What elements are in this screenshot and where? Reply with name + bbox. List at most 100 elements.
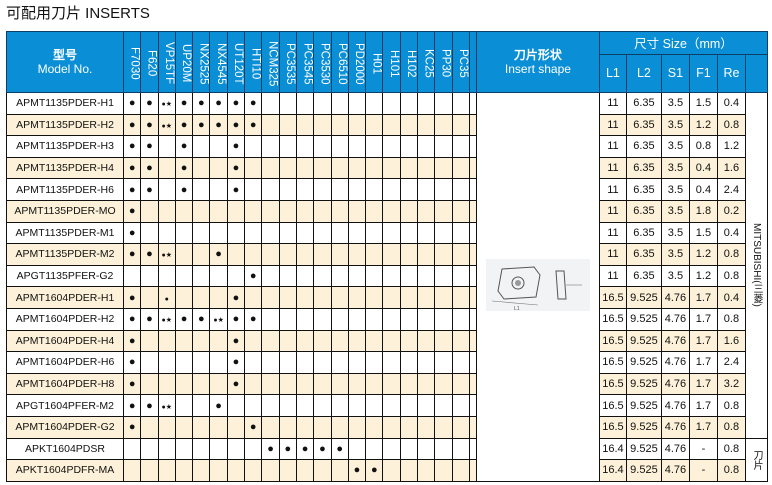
grade-mark-cell [451,135,470,158]
grade-mark-cell [174,286,194,309]
grade-mark-cell [382,92,401,115]
grade-header: PC3545 [295,31,315,93]
table-row: APKT1604PDSR ● ● ● ● ● 16.4 9.525 4.76-0.8 刀片 [6,437,769,482]
grade-mark-cell [434,372,453,396]
grade-mark-cell: ● [192,307,211,331]
grade-mark-cell: ● [122,351,142,374]
grade-mark-cell [330,221,349,245]
dimension-cell: 2.4 [716,351,746,374]
grade-mark-cell [261,221,280,245]
grade-mark-cell: ● [174,113,194,137]
grade-mark-cell [140,459,159,482]
grade-mark-cell [347,286,367,309]
grade-mark-cell: ● [122,221,142,245]
dimension-cell: 6.35 [625,135,662,158]
grade-header: PC6510 [330,31,349,93]
grade-mark-cell [347,135,367,158]
dimension-cell: 0.8 [716,264,746,288]
grade-mark-cell [226,459,246,482]
grade-mark-cell [192,372,211,396]
grade-mark-cell [244,243,263,266]
dimension-cell: 0.8 [716,394,746,417]
grade-mark-cell: ● [244,113,263,137]
grade-mark-cell [451,199,470,223]
grade-mark-cell [382,286,401,309]
grade-mark-cell [382,351,401,374]
grade-mark-cell [399,264,419,288]
grade-mark-cell [174,199,194,223]
grade-mark-cell [330,199,349,223]
grade-mark-cell [347,437,367,461]
grade-mark-cell [209,372,228,396]
dimension-cell: 0.4 [688,178,718,201]
grade-mark-cell [278,264,297,288]
grade-mark-cell [192,437,211,461]
dimension-cell: 11 [598,178,627,201]
grade-mark-cell [434,459,453,482]
dimension-cell: 1.2 [688,264,718,288]
grade-mark-cell [192,329,211,353]
grade-mark-cell [313,199,332,223]
grade-mark-cell [295,264,315,288]
dimension-cell: 9.525 [625,394,662,417]
grade-mark-cell [157,178,176,201]
dimension-cell: 0.8 [716,307,746,331]
dimension-cell: 4.76 [660,394,690,417]
dimension-cell: 0.8 [716,415,746,439]
dimension-cell: 3.5 [660,264,690,288]
grade-mark-cell [451,351,470,374]
grade-mark-cell [399,199,419,223]
grade-mark-cell [313,92,332,115]
table-row: APMT1135PDER-M1 ● 11 6.35 3.5 1.5 0.4 [6,221,768,245]
table-row: APMT1604PDER-H8 ● ● 16.5 9.525 4.76 1.7 3.2 [6,372,768,396]
dimension-cell: 9.525 [625,437,662,461]
grade-mark-cell [157,156,176,180]
grade-mark-cell [330,415,349,439]
grade-mark-cell [330,92,349,115]
model-cell: APMT1135PDER-H4 [6,156,124,180]
grade-mark-cell [399,437,419,461]
dimension-cell: 11 [598,243,627,266]
grade-mark-cell [365,394,384,417]
grade-mark-cell [382,135,401,158]
dim-header: Re [716,53,746,94]
grade-mark-cell [278,286,297,309]
grade-mark-cell [174,372,194,396]
grade-mark-cell [140,264,159,288]
grade-mark-cell [226,243,246,266]
grade-mark-cell [174,415,194,439]
grade-mark-cell [451,264,470,288]
grade-mark-cell [434,243,453,266]
grade-mark-cell [244,351,263,374]
grade-mark-cell [295,329,315,353]
grade-mark-cell [192,178,211,201]
grade-mark-cell [209,415,228,439]
grade-mark-cell [330,286,349,309]
grade-mark-cell: ● [122,329,142,353]
grade-header: F620 [140,31,159,93]
insert-shape-image: L1 [475,92,600,482]
grade-mark-cell [278,178,297,201]
grade-header: PP30 [434,31,453,93]
dim-header: F1 [688,53,718,94]
spacer-cell [468,92,477,115]
grade-mark-cell [399,286,419,309]
grade-mark-cell [192,199,211,223]
spacer-cell [468,459,477,482]
grade-mark-cell [261,351,280,374]
header-spacer [468,31,477,93]
table-row: APMT1135PDER-H1 ● ● ●★ ● ● ● ● ● L1 11 6.35 3.5 1.5 0.… [6,92,769,482]
grade-mark-cell [140,351,159,374]
grade-mark-cell [209,351,228,374]
table-row: APGT1604PFER-M2 ● ● ●★ ● 16.5 9.525 4.76 1.7 0.8 [6,394,768,417]
grade-mark-cell: ● [122,286,142,309]
grade-mark-cell [261,264,280,288]
grade-mark-cell [365,286,384,309]
grade-mark-cell [313,286,332,309]
grade-mark-cell: ● [174,178,194,201]
grade-mark-cell [434,156,453,180]
grade-mark-cell: ● [209,243,228,266]
grade-mark-cell [382,156,401,180]
grade-mark-cell [174,394,194,417]
table-row: APMT1135PDER-H4 ● ● ● ● 11 6.35 3.5 0.4 1.6 [6,156,768,180]
